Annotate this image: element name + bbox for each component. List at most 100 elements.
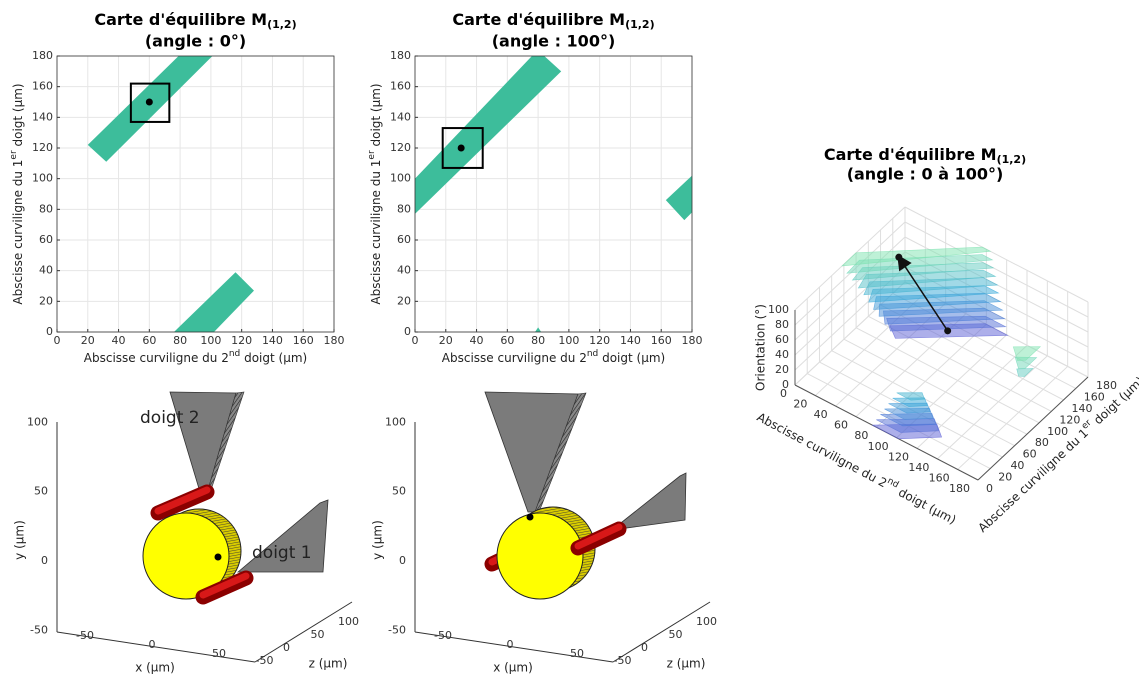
x-tick-label: 140 xyxy=(620,334,641,347)
y-tick-label: 160 xyxy=(1084,390,1105,403)
grid-line xyxy=(904,206,1089,303)
grid-line xyxy=(843,338,1028,435)
x-tick-label: -50 xyxy=(434,629,452,642)
x-axis-label: Abscisse curviligne du 2nd doigt (µm) xyxy=(442,349,665,365)
y-tick-label: 180 xyxy=(1096,379,1117,392)
chart-subtitle: (angle : 100°) xyxy=(492,32,616,51)
finger-1 xyxy=(236,499,329,573)
x-tick-label: 50 xyxy=(570,647,584,660)
x-tick-label: 20 xyxy=(439,334,453,347)
x-tick-label: 100 xyxy=(200,334,221,347)
y-tick-label: 180 xyxy=(390,49,411,62)
equilibrium-layer xyxy=(1016,368,1034,377)
x-tick-label: 100 xyxy=(868,440,889,453)
y-axis-label-part: doigt (µm) xyxy=(369,83,383,150)
y-tick-label: 0 xyxy=(41,554,48,567)
selection-window xyxy=(441,127,484,169)
cylinder xyxy=(142,512,230,600)
y-tick-label: 50 xyxy=(392,485,406,498)
y-tick-label: 80 xyxy=(39,202,53,215)
grid-line xyxy=(794,221,906,326)
title-subscript: (1,2) xyxy=(997,153,1027,166)
equilibrium-region xyxy=(665,175,692,221)
x-axis-label-part: doigt (µm) xyxy=(598,351,665,365)
x-axis-label: x (µm) xyxy=(493,661,533,675)
z-tick-label: -50 xyxy=(614,654,632,667)
chart-title: Carte d'équilibre M(1,2) xyxy=(452,10,654,32)
axis-line xyxy=(977,376,1089,481)
equilibrium-layer xyxy=(896,392,925,401)
title-subscript: (1,2) xyxy=(267,18,297,31)
x-tick-label: 160 xyxy=(293,334,314,347)
title-main: Carte d'équilibre M xyxy=(452,10,625,29)
rod-highlight xyxy=(199,572,250,599)
x-tick-label: 180 xyxy=(949,482,970,495)
scene-axes: -50 0 50 100 -50 0 50 -50 0 50 100 x (µm) y (µm) z (µ… xyxy=(13,408,360,675)
y-tick-label: 0 xyxy=(46,325,53,338)
y-tick-label: 180 xyxy=(32,49,53,62)
z-tick-label: 50 xyxy=(311,628,325,641)
x-tick-label: 120 xyxy=(231,334,252,347)
axes-box xyxy=(56,55,335,333)
grid-line xyxy=(957,366,1069,470)
y-axis-label: y (µm) xyxy=(13,520,27,560)
equilibrium-region xyxy=(87,56,213,162)
x-tick-label: 120 xyxy=(888,450,909,463)
y-tick-label: 80 xyxy=(397,202,411,215)
rod-highlight xyxy=(154,486,211,515)
y-tick-label: 20 xyxy=(39,294,53,307)
y-tick-label: 140 xyxy=(390,110,411,123)
x-tick-label: 40 xyxy=(112,334,126,347)
axes-box xyxy=(414,55,693,333)
equilibrium-region xyxy=(535,327,542,332)
x-axis-label-part: Abscisse curviligne du 2 xyxy=(84,351,229,365)
map-chart: 0 20 40 60 80 100 120 140 160 180 0 20 40 60 80 100 120 1… xyxy=(9,10,345,365)
x-tick-label: 0 xyxy=(507,638,514,651)
x-tick-label: 0 xyxy=(412,334,419,347)
x-tick-label: 80 xyxy=(173,334,187,347)
z-tick-label: 100 xyxy=(768,303,789,316)
x-tick-label: 40 xyxy=(814,408,828,421)
y-tick-label: 0 xyxy=(399,554,406,567)
scene-axes: -50 0 50 100 -50 0 50 -50 0 50 100 x (µm) y (µm) z (µ… xyxy=(371,415,718,674)
y-tick-label: 140 xyxy=(32,110,53,123)
selection-window xyxy=(129,82,171,123)
x-axis-label: x (µm) xyxy=(135,661,175,675)
axis xyxy=(414,631,614,663)
z-axis-label: z (µm) xyxy=(309,657,348,671)
y-tick-label: 60 xyxy=(39,233,53,246)
z-axis-label: z (µm) xyxy=(667,657,706,671)
y-tick-label: 100 xyxy=(27,415,48,428)
z-tick-label: 100 xyxy=(338,615,359,628)
x-tick-label: 180 xyxy=(324,334,345,347)
z-tick-label: -50 xyxy=(256,654,274,667)
annotation: doigt 1 xyxy=(252,543,312,563)
marker xyxy=(145,98,153,106)
x-tick-label: 20 xyxy=(793,398,807,411)
x-tick-label: -50 xyxy=(76,629,94,642)
y-tick-label: 20 xyxy=(998,471,1012,484)
x-tick-label: 0 xyxy=(149,638,156,651)
finger-2 xyxy=(484,391,579,513)
y-tick-label: 140 xyxy=(1072,402,1093,415)
y-tick-label: 80 xyxy=(1035,436,1049,449)
axis xyxy=(56,631,256,663)
equilibrium-layer xyxy=(1012,346,1042,361)
y-tick-label: 0 xyxy=(986,482,993,495)
equilibrium-region xyxy=(173,272,254,332)
axis xyxy=(254,601,353,663)
z-tick-label: 0 xyxy=(641,641,648,654)
y-tick-label: 20 xyxy=(397,294,411,307)
grid-line xyxy=(855,327,1040,424)
x-tick-label: 160 xyxy=(651,334,672,347)
y-tick-label: 100 xyxy=(385,415,406,428)
equilibrium-region xyxy=(415,56,562,214)
y-tick-label: 0 xyxy=(404,325,411,338)
y-axis-label-sup: er xyxy=(9,150,19,160)
x-tick-label: 160 xyxy=(929,471,950,484)
x-tick-label: 140 xyxy=(908,461,929,474)
annotation: doigt 2 xyxy=(140,408,200,428)
scene-middle xyxy=(414,391,711,663)
x-axis-label: Abscisse curviligne du 2nd doigt (µm) xyxy=(84,349,307,365)
